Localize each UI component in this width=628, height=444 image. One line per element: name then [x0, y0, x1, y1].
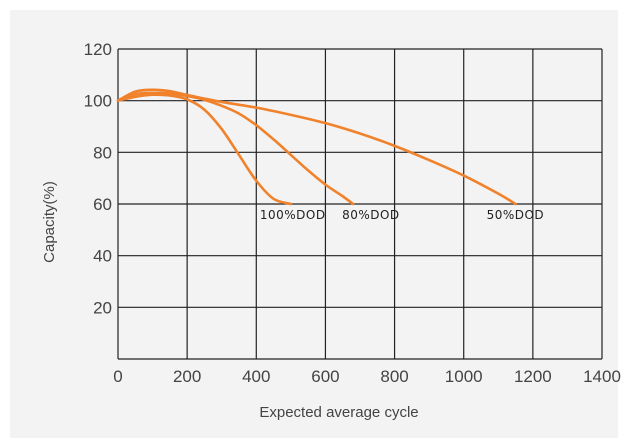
chart-background: [10, 10, 618, 438]
series-label-2: 80%DOD: [342, 208, 400, 222]
x-tick-label-3: 600: [311, 367, 339, 386]
series-line-3: [116, 88, 517, 206]
series-line-2: [116, 91, 355, 206]
y-tick-label-4: 100: [84, 92, 112, 111]
grid-lines: [117, 48, 603, 360]
x-tick-label-7: 1400: [583, 367, 621, 386]
y-tick-label-5: 120: [84, 40, 112, 59]
y-tick-label-3: 80: [93, 143, 112, 162]
series-label-1: 100%DOD: [260, 208, 326, 222]
curve-labels: 100%DOD 80%DOD 50%DOD: [260, 208, 544, 222]
y-tick-label-2: 60: [93, 195, 112, 214]
series-label-3: 50%DOD: [487, 208, 545, 222]
x-tick-label-6: 1200: [514, 367, 552, 386]
tick-labels: 0 200 400 600 800 1000 1200 1400 20 40 60 80 100 120: [84, 40, 621, 386]
x-tick-label-4: 800: [380, 367, 408, 386]
y-tick-label-1: 40: [93, 247, 112, 266]
y-axis-label: Capacity(%): [41, 181, 58, 263]
x-tick-label-0: 0: [113, 367, 122, 386]
x-tick-label-1: 200: [173, 367, 201, 386]
series-lines: [116, 88, 517, 206]
x-axis-label: Expected average cycle: [259, 404, 418, 421]
series-line-1: [116, 93, 293, 206]
x-tick-label-2: 400: [242, 367, 270, 386]
x-tick-label-5: 1000: [445, 367, 483, 386]
y-tick-label-0: 20: [93, 298, 112, 317]
